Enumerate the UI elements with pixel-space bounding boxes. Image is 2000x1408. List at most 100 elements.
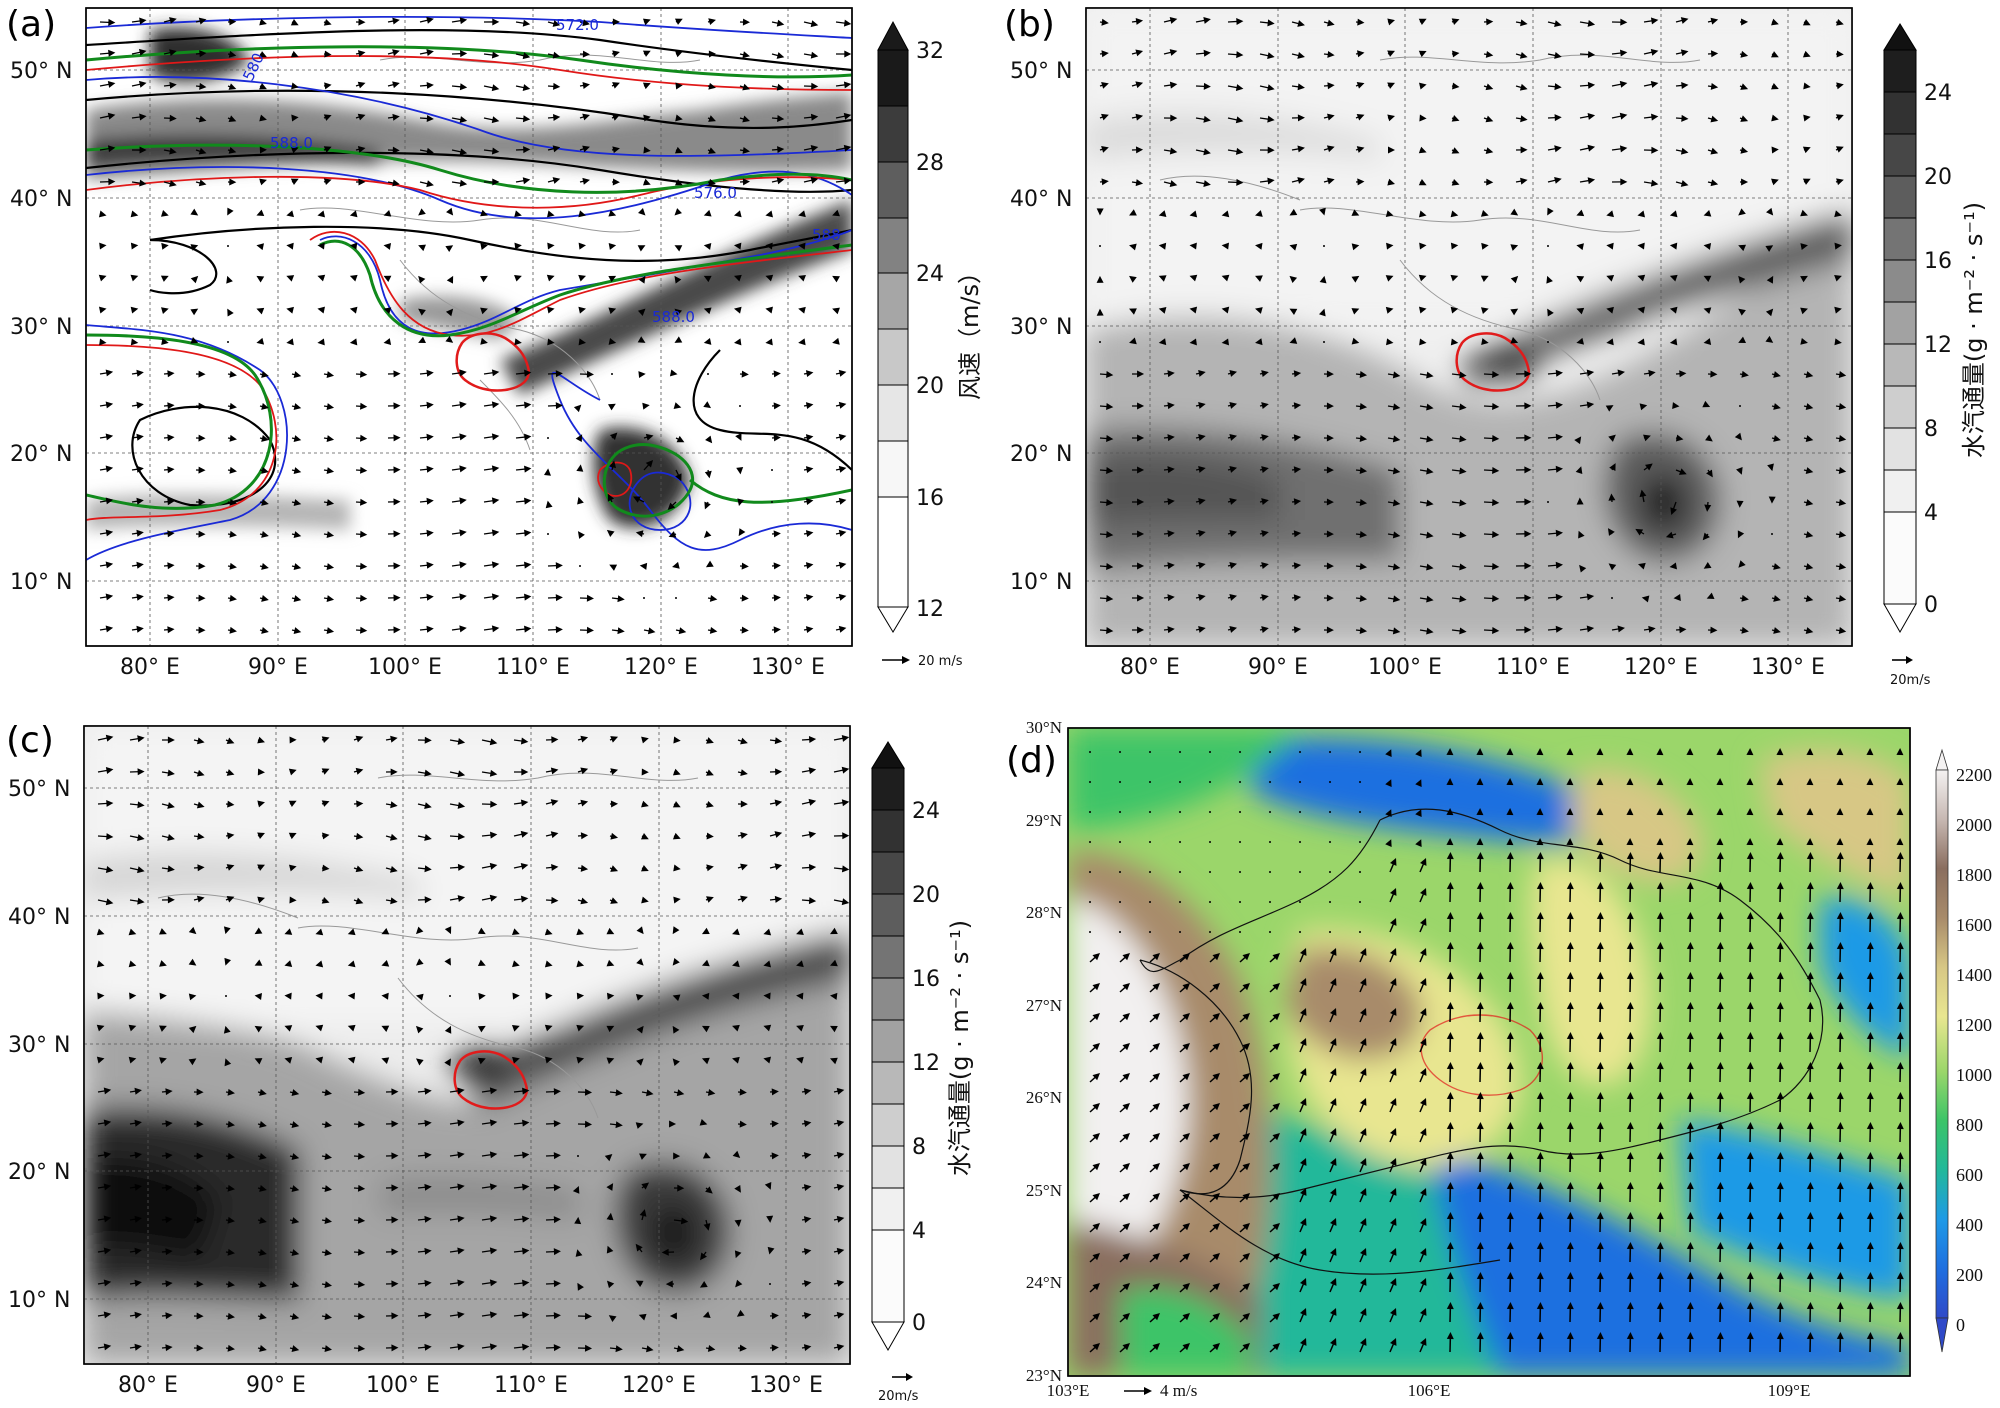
panel-a-wind-speed-field [86, 8, 852, 646]
lat-label: 40° N [10, 187, 72, 212]
vector-reference-label: 20 m/s [918, 654, 963, 669]
panel-c-grid [84, 726, 850, 1364]
colorbar-tick: 200 [1956, 1265, 1983, 1285]
colorbar-tick: 20 [916, 374, 944, 399]
colorbar-tick: 12 [1924, 333, 1952, 358]
lon-label: 110° E [1496, 655, 1570, 680]
panel-b-letter: (b) [1004, 4, 1055, 45]
lon-label: 120° E [624, 655, 698, 680]
lon-label: 90° E [246, 1373, 306, 1398]
panel-d-terrain-field [1068, 728, 1910, 1376]
colorbar-label: 风速（m/s） [956, 260, 984, 400]
colorbar-tick: 4 [912, 1219, 926, 1244]
panel-b-moisture-flux-field [1086, 8, 1852, 646]
contour-label: 588.0 [270, 134, 313, 152]
panel-a-contour-labels: 572.0 580 588.0 576.0 588 588.0 [239, 16, 840, 326]
colorbar-ticks: 32 28 24 20 16 12 [916, 39, 944, 622]
colorbar-tick: 0 [1924, 593, 1938, 618]
lon-label: 110° E [494, 1373, 568, 1398]
colorbar-label: 水汽通量(g · m⁻² · s⁻¹) [946, 920, 974, 1176]
colorbar-tick: 24 [1924, 81, 1952, 106]
colorbar-tick: 28 [916, 151, 944, 176]
lon-label: 80° E [1120, 655, 1180, 680]
panel-d-lat-labels: 30°N 29°N 28°N 27°N 26°N 25°N 24°N 23°N [1026, 718, 1062, 1385]
vector-reference-label: 4 m/s [1160, 1381, 1197, 1400]
lon-label: 90° E [1248, 655, 1308, 680]
colorbar-ticks: 24 20 16 12 8 4 0 [1924, 81, 1952, 618]
colorbar-tick: 2000 [1956, 815, 1992, 835]
colorbar-tick: 8 [912, 1135, 926, 1160]
lon-label: 106°E [1408, 1381, 1451, 1400]
lat-label: 30° N [1010, 315, 1072, 340]
panel-d-colorbar: 2200 2000 1800 1600 1400 1200 1000 800 6… [1935, 748, 1992, 1353]
panel-c-moisture-flux-field [84, 726, 850, 1364]
colorbar-tick: 400 [1956, 1215, 1983, 1235]
lon-label: 103°E [1047, 1381, 1090, 1400]
colorbar-tick: 8 [1924, 417, 1938, 442]
panel-a-vector-reference: 20 m/s [882, 654, 963, 669]
lat-label: 30° N [8, 1033, 70, 1058]
lat-label: 28°N [1026, 903, 1062, 922]
lon-label: 130° E [1751, 655, 1825, 680]
panel-c-colorbar: 24 20 16 12 8 4 0 水汽通量(g · m⁻² · s⁻¹) [871, 741, 974, 1352]
colorbar-tick: 4 [1924, 501, 1938, 526]
lat-label: 50° N [8, 777, 70, 802]
panel-c-wind-vectors [96, 734, 850, 1353]
lat-label: 10° N [8, 1288, 70, 1313]
contour-label: 588.0 [652, 308, 695, 326]
panel-d-wind-vectors [1089, 748, 1904, 1353]
panel-c-letter: (c) [6, 720, 54, 761]
colorbar-tick: 16 [912, 967, 940, 992]
panel-a-wind-vectors [98, 16, 852, 635]
colorbar-tick: 600 [1956, 1165, 1983, 1185]
colorbar-ticks: 24 20 16 12 8 4 0 [912, 799, 940, 1336]
lon-label: 100° E [368, 655, 442, 680]
colorbar-tick: 1000 [1956, 1065, 1992, 1085]
lon-label: 109°E [1768, 1381, 1811, 1400]
panel-c-lat-labels: 50° N 40° N 30° N 20° N 10° N [8, 777, 70, 1313]
lat-label: 50° N [10, 59, 72, 84]
lon-label: 100° E [1368, 655, 1442, 680]
panel-c-boundaries [157, 772, 699, 1119]
colorbar-tick: 0 [912, 1311, 926, 1336]
panel-b-colorbar: 24 20 16 12 8 4 0 水汽通量(g · m⁻² · s⁻¹) [1883, 23, 1988, 634]
colorbar-tick: 16 [1924, 249, 1952, 274]
contour-label: 588 [812, 226, 841, 244]
panel-a-lon-labels: 80° E 90° E 100° E 110° E 120° E 130° E [120, 655, 825, 680]
lat-label: 23°N [1026, 1366, 1062, 1385]
colorbar-tick: 1600 [1956, 915, 1992, 935]
lon-label: 130° E [751, 655, 825, 680]
lat-label: 10° N [10, 570, 72, 595]
lat-label: 24°N [1026, 1273, 1062, 1292]
colorbar-tick: 800 [1956, 1115, 1983, 1135]
colorbar-tick: 16 [916, 486, 944, 511]
colorbar-label: 水汽通量(g · m⁻² · s⁻¹) [1960, 202, 1988, 458]
colorbar-tick: 20 [1924, 165, 1952, 190]
lat-label: 20° N [8, 1160, 70, 1185]
lon-label: 120° E [622, 1373, 696, 1398]
lon-label: 130° E [749, 1373, 823, 1398]
colorbar-tick: 32 [916, 39, 944, 64]
lon-label: 100° E [366, 1373, 440, 1398]
lon-label: 90° E [248, 655, 308, 680]
panel-a: 572.0 580 588.0 576.0 588 588.0 (a) 50° … [6, 4, 984, 680]
vector-reference-label: 20m/s [1890, 673, 1931, 688]
colorbar-tick: 12 [916, 597, 944, 622]
contour-label: 576.0 [694, 184, 737, 202]
lat-label: 40° N [8, 905, 70, 930]
panel-a-contour-black [86, 29, 852, 507]
lon-label: 80° E [120, 655, 180, 680]
panel-a-guizhou-outline [455, 332, 531, 392]
lon-label: 80° E [118, 1373, 178, 1398]
lat-label: 30°N [1026, 718, 1062, 737]
panel-d: (d) 30°N 29°N 28°N 27°N 26°N 25°N 24°N 2… [1006, 718, 1992, 1400]
colorbar-tick: 24 [912, 799, 940, 824]
panel-a-colorbar: 32 28 24 20 16 12 风速（m/s） [877, 20, 984, 633]
lon-label: 110° E [496, 655, 570, 680]
panel-a-contour-blue [86, 15, 852, 561]
lat-label: 27°N [1026, 996, 1062, 1015]
panel-b-lat-labels: 50° N 40° N 30° N 20° N 10° N [1010, 59, 1072, 595]
lat-label: 25°N [1026, 1181, 1062, 1200]
panel-d-lon-labels: 103°E 106°E 109°E [1047, 1381, 1811, 1400]
contour-label: 572.0 [556, 16, 599, 34]
